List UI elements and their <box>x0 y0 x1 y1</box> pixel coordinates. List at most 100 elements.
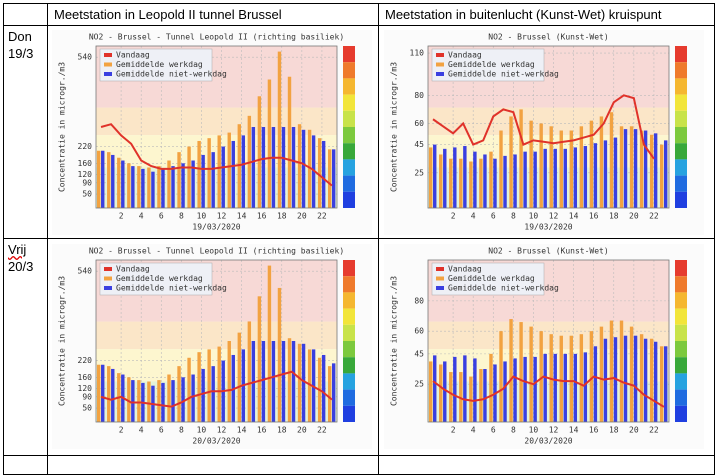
bar <box>231 140 235 208</box>
bar <box>649 338 654 422</box>
bar <box>317 138 322 208</box>
bar <box>559 335 563 422</box>
y-tick-label: 25 <box>414 380 424 389</box>
color-scale <box>675 94 687 111</box>
legend-label: Gemiddelde niet-werkdag <box>116 70 227 79</box>
bar <box>629 326 634 422</box>
bar <box>97 150 101 208</box>
bar <box>101 364 105 422</box>
x-tick-label: 10 <box>529 426 539 435</box>
legend-swatch <box>104 276 112 281</box>
bar <box>137 166 141 208</box>
color-scale <box>343 62 355 79</box>
bar <box>663 140 668 208</box>
chart: NO2 - Brussel - Tunnel Leopold II (richt… <box>52 244 372 449</box>
bar <box>97 364 101 422</box>
bar <box>589 331 594 422</box>
bar <box>227 341 231 422</box>
chart: NO2 - Brussel (Kunst-Wet) 25 45 60 80 2 4 6 8 10 1… <box>384 244 704 449</box>
bar <box>277 287 282 422</box>
color-scale <box>675 373 687 390</box>
legend-swatch <box>436 286 444 290</box>
line <box>100 123 333 187</box>
bar <box>321 354 326 422</box>
line <box>100 370 333 408</box>
bar <box>493 158 497 208</box>
y-tick-label: 50 <box>82 404 92 413</box>
bar <box>433 355 437 422</box>
bar <box>107 366 111 422</box>
bar <box>251 127 256 208</box>
bar <box>603 140 608 208</box>
y-tick-label: 160 <box>78 373 93 382</box>
bar <box>519 322 523 422</box>
bar <box>211 152 215 208</box>
bar <box>533 356 537 422</box>
legend-label: Gemiddelde werkdag <box>116 274 203 283</box>
row-label: Don 19/3 <box>3 25 48 239</box>
x-tick-label: 16 <box>257 212 267 221</box>
y-tick-label: 80 <box>414 91 424 100</box>
plot-frame <box>95 259 338 423</box>
bar <box>247 321 252 422</box>
color-scale <box>343 175 355 192</box>
color-scale <box>675 405 687 422</box>
legend-swatch <box>436 53 444 57</box>
y-tick-label: 540 <box>78 267 93 276</box>
x-tick-label: 4 <box>471 426 476 435</box>
y-tick-label: 110 <box>410 49 425 58</box>
legend-label: Vandaag <box>448 51 482 60</box>
bar <box>639 130 644 208</box>
bar <box>659 144 664 208</box>
background-band <box>428 349 669 382</box>
bar <box>137 380 141 422</box>
x-tick-label: 22 <box>649 426 659 435</box>
x-tick-label: 2 <box>119 426 124 435</box>
bar <box>563 353 567 422</box>
legend-swatch <box>436 276 444 281</box>
bar <box>633 335 638 422</box>
x-tick-label: 12 <box>549 212 559 221</box>
color-scale <box>343 405 355 422</box>
x-tick-label: 2 <box>451 212 456 221</box>
bar <box>463 355 467 422</box>
bar <box>573 147 578 208</box>
bar <box>483 369 487 422</box>
x-tick-label: 12 <box>217 212 227 221</box>
chart-title: NO2 - Brussel - Tunnel Leopold II (richt… <box>89 247 344 256</box>
bar <box>167 374 171 422</box>
bar <box>429 147 433 208</box>
color-scale <box>675 46 687 63</box>
bar <box>321 140 326 208</box>
bar <box>127 377 131 422</box>
y-axis-label: Concentratie in microgr./m3 <box>390 62 399 192</box>
bar <box>307 349 312 422</box>
y-axis-label: Concentratie in microgr./m3 <box>58 62 67 192</box>
bar <box>443 148 447 208</box>
bar <box>599 326 604 422</box>
x-tick-label: 10 <box>529 212 539 221</box>
y-tick-label: 60 <box>414 119 424 128</box>
x-tick-label: 4 <box>471 212 476 221</box>
color-scale <box>343 159 355 176</box>
bar <box>331 149 336 208</box>
color-scale <box>343 78 355 95</box>
bar <box>609 320 614 422</box>
bar <box>157 166 161 208</box>
bar <box>589 120 594 208</box>
bar <box>533 151 537 208</box>
x-tick-label: 6 <box>491 426 496 435</box>
y-axis-label: Concentratie in microgr./m3 <box>58 276 67 406</box>
color-scale <box>675 276 687 293</box>
bar <box>553 148 557 208</box>
bar <box>177 152 181 208</box>
bar <box>257 296 262 422</box>
y-tick-label: 60 <box>414 327 424 336</box>
legend-box <box>99 48 213 82</box>
chart: NO2 - Brussel (Kunst-Wet) 25 45 60 80 110 2 4 6 8… <box>384 30 704 235</box>
color-scale <box>343 260 355 277</box>
table-cell <box>3 3 48 26</box>
bar <box>267 79 272 208</box>
background-band <box>428 321 669 350</box>
